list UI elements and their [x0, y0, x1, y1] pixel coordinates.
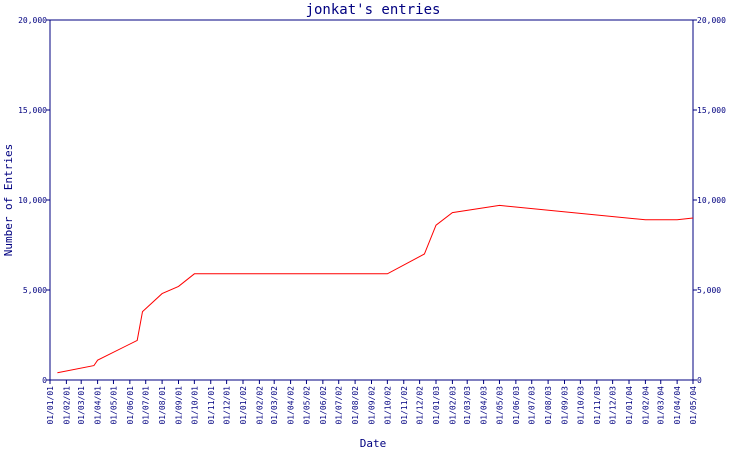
- x-tick-label: 01/10/01: [190, 386, 199, 425]
- y-tick-label: 5,000: [23, 286, 47, 295]
- x-tick-label: 01/01/03: [432, 386, 441, 425]
- x-tick-label: 01/05/04: [689, 386, 698, 425]
- x-tick-label: 01/02/01: [62, 386, 71, 425]
- x-axis-ticks: 01/01/01 01/02/01 01/03/01 01/04/01 01/05/01…: [46, 380, 698, 425]
- y-tick-label: 10,000: [18, 196, 47, 205]
- x-tick-label: 01/05/03: [495, 386, 504, 425]
- chart-title: jonkat's entries: [306, 2, 441, 18]
- x-tick-label: 01/08/03: [544, 386, 553, 425]
- x-tick-label: 01/06/03: [512, 386, 521, 425]
- x-tick-label: 01/04/02: [287, 386, 296, 425]
- y-tick-label-right: 20,000: [697, 16, 726, 25]
- series-line: [57, 204, 694, 374]
- x-tick-label: 01/11/03: [593, 386, 602, 425]
- x-tick-label: 01/02/04: [641, 386, 650, 425]
- x-tick-label: 01/07/01: [142, 386, 151, 425]
- x-tick-label: 01/06/01: [126, 386, 135, 425]
- x-tick-label: 01/01/04: [625, 386, 634, 425]
- x-tick-label: 01/06/02: [319, 386, 328, 425]
- x-tick-label: 01/11/02: [400, 386, 409, 425]
- x-tick-label: 01/03/01: [77, 386, 86, 425]
- x-tick-label: 01/12/02: [416, 386, 425, 425]
- x-tick-label: 01/03/03: [463, 386, 472, 425]
- y-tick-label-right: 15,000: [697, 106, 726, 115]
- x-tick-label: 01/09/02: [368, 386, 377, 425]
- plot-frame: [49, 19, 694, 381]
- y-tick-label-right: 5,000: [697, 286, 721, 295]
- x-tick-label: 01/12/03: [609, 386, 618, 425]
- x-tick-label: 01/07/03: [528, 386, 537, 425]
- x-tick-label: 01/12/01: [223, 386, 232, 425]
- x-tick-label: 01/05/02: [302, 386, 311, 425]
- x-tick-label: 01/10/02: [383, 386, 392, 425]
- x-tick-label: 01/03/02: [270, 386, 279, 425]
- y-tick-label-right: 10,000: [697, 196, 726, 205]
- series-layer: [57, 204, 694, 374]
- x-tick-label: 01/09/01: [174, 386, 183, 425]
- x-tick-label: 01/11/01: [207, 386, 216, 425]
- x-tick-label: 01/04/03: [480, 386, 489, 425]
- x-tick-label: 01/04/04: [673, 386, 682, 425]
- y-tick-label-right: 0: [697, 376, 702, 385]
- y-axis-right-ticks: 0 5,000 10,000 15,000 20,000: [693, 16, 726, 385]
- x-axis-label: Date: [360, 437, 387, 450]
- y-axis-left-ticks: 0 5,000 10,000 15,000 20,000: [18, 16, 50, 385]
- y-tick-label: 0: [42, 376, 47, 385]
- x-tick-label: 01/09/03: [561, 386, 570, 425]
- x-tick-label: 01/01/01: [46, 386, 55, 425]
- x-tick-label: 01/04/01: [94, 386, 103, 425]
- x-tick-label: 01/05/01: [109, 386, 118, 425]
- x-tick-label: 01/08/02: [351, 386, 360, 425]
- x-tick-label: 01/02/03: [448, 386, 457, 425]
- x-tick-label: 01/10/03: [576, 386, 585, 425]
- y-tick-label: 20,000: [18, 16, 47, 25]
- x-tick-label: 01/08/01: [158, 386, 167, 425]
- y-tick-label: 15,000: [18, 106, 47, 115]
- x-tick-label: 01/02/02: [255, 386, 264, 425]
- x-tick-label: 01/07/02: [335, 386, 344, 425]
- x-tick-label: 01/03/04: [657, 386, 666, 425]
- x-tick-label: 01/01/02: [239, 386, 248, 425]
- y-axis-label: Number of Entries: [2, 144, 15, 257]
